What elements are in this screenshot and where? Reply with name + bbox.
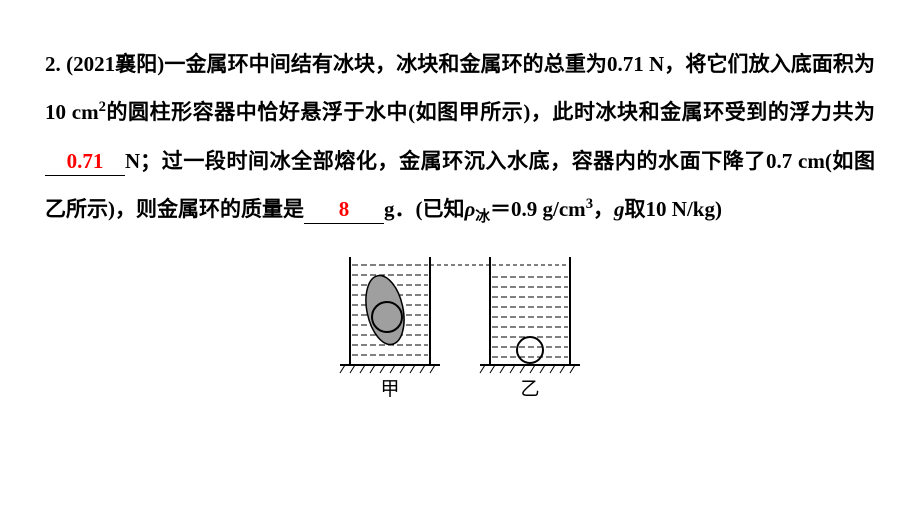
area-value: 10 cm	[45, 100, 99, 124]
physics-diagram: 甲 乙	[330, 245, 590, 422]
label-yi-text: 乙	[520, 379, 539, 400]
text-segment-6: ．(已知	[395, 197, 465, 221]
text-segment-7: ，	[593, 197, 614, 221]
answer-2: 8	[339, 197, 350, 222]
blank-2: 8	[304, 197, 384, 224]
rho-equals: ＝	[490, 197, 511, 221]
g-value: 取10 N/kg)	[625, 197, 722, 221]
g-symbol: g	[614, 197, 625, 221]
text-segment-4: ；过一段时间冰全部熔化，金属环沉入水底，容器内的水面下降了	[140, 149, 766, 173]
answer-1: 0.71	[67, 149, 104, 174]
problem-number: 2.	[45, 52, 61, 76]
problem-text: 2. (2021襄阳)一金属环中间结有冰块，冰块和金属环的总重为0.71 N，将…	[45, 40, 875, 235]
unit-1: N	[125, 149, 140, 173]
blank-1: 0.71	[45, 149, 125, 176]
rho-value: 0.9 g/cm	[511, 197, 586, 221]
rho-symbol: ρ	[465, 197, 476, 221]
container-yi	[480, 257, 580, 373]
unit-2: g	[384, 197, 395, 221]
rho-subscript: 冰	[475, 209, 490, 225]
label-jia-text: 甲	[380, 379, 399, 400]
area-exponent: 2	[99, 99, 106, 115]
weight-value: 0.71 N	[607, 52, 664, 76]
drop-value: 0.7 cm	[766, 149, 825, 173]
container-jia	[340, 257, 440, 373]
rho-exponent: 3	[586, 196, 593, 212]
figure-container: 甲 乙	[45, 245, 875, 422]
text-segment-2: ，将它们放入底面积为	[664, 52, 875, 76]
text-segment-3: 的圆柱形容器中恰好悬浮于水中(如图甲所示)，此时冰块和金属环受到的浮力共为	[106, 100, 875, 124]
text-segment-1: 一金属环中间结有冰块，冰块和金属环的总重为	[164, 52, 607, 76]
problem-source: (2021襄阳)	[66, 52, 164, 76]
